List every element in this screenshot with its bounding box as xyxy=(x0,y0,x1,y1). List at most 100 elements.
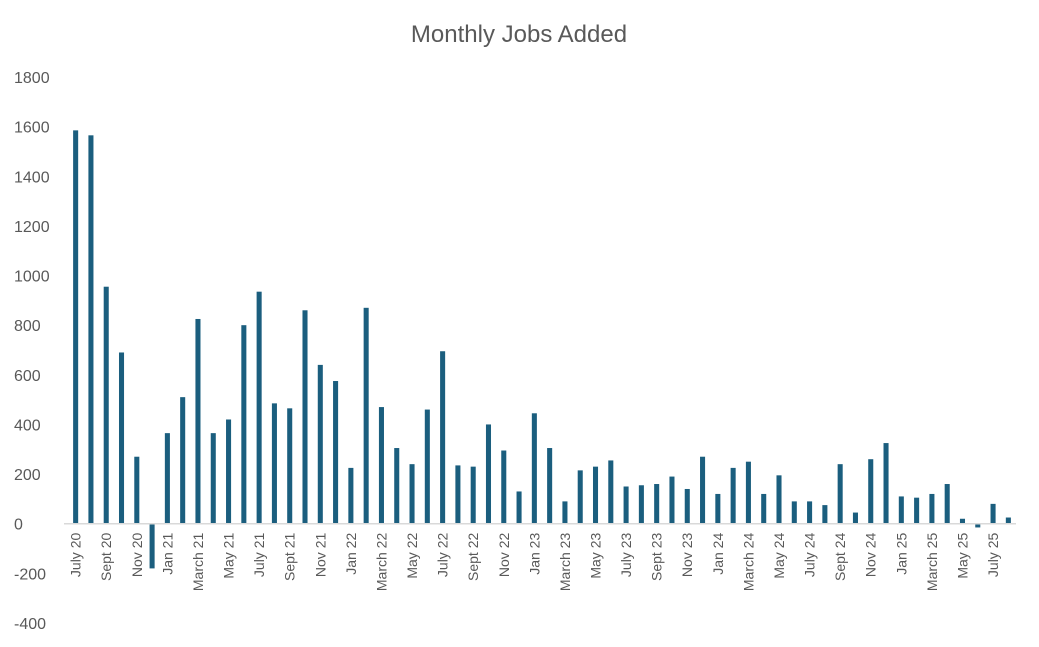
bars xyxy=(73,130,1011,569)
bar xyxy=(547,448,553,524)
bar xyxy=(485,424,492,524)
bar xyxy=(776,475,782,524)
bar xyxy=(73,130,79,524)
bar xyxy=(807,501,813,524)
x-tick-label: Nov 21 xyxy=(312,533,328,578)
x-axis-tick-labels: July 20 Sept 20 Nov 20 Jan 21 March 21 May 21… xyxy=(68,533,1001,592)
bar xyxy=(654,484,660,524)
bar xyxy=(577,470,583,524)
x-tick-label: March 23 xyxy=(557,533,573,592)
bar xyxy=(180,397,186,524)
y-tick-label: 800 xyxy=(14,318,41,335)
x-tick-label: May 23 xyxy=(588,533,604,579)
bar xyxy=(256,291,262,524)
bar xyxy=(837,464,843,524)
bar xyxy=(241,325,247,524)
bar xyxy=(363,307,369,524)
bar xyxy=(501,450,507,524)
y-tick-label: 600 xyxy=(14,368,41,385)
bar xyxy=(440,351,446,524)
y-tick-label: 200 xyxy=(14,467,41,484)
bar xyxy=(715,493,721,524)
bar xyxy=(88,135,94,524)
x-tick-label: Nov 20 xyxy=(129,533,145,578)
bar xyxy=(302,310,308,524)
bar xyxy=(929,493,935,524)
x-tick-label: Sept 22 xyxy=(465,533,481,581)
y-axis-tick-labels: -400 -200 0 200 400 600 800 1000 1200 1400 1600 180… xyxy=(14,70,50,633)
bar xyxy=(271,403,277,524)
bar xyxy=(700,456,706,524)
x-tick-label: March 22 xyxy=(373,533,389,592)
x-tick-label: May 25 xyxy=(954,533,970,579)
x-tick-label: May 24 xyxy=(771,533,787,579)
bar xyxy=(424,409,430,524)
x-tick-label: March 24 xyxy=(740,533,756,592)
bar xyxy=(852,512,858,524)
bar xyxy=(1005,517,1011,524)
bar xyxy=(608,460,614,524)
bar xyxy=(531,413,537,524)
bar xyxy=(592,466,599,524)
x-tick-label: March 21 xyxy=(190,533,206,592)
x-tick-label: Jan 22 xyxy=(343,533,359,575)
y-tick-label: 1200 xyxy=(14,219,50,236)
bar xyxy=(745,461,751,524)
x-tick-label: Sept 24 xyxy=(832,533,848,581)
bar xyxy=(944,484,950,524)
bar xyxy=(684,488,690,524)
bar xyxy=(914,497,920,524)
bar xyxy=(975,523,981,528)
bar xyxy=(118,352,125,524)
x-tick-label: July 22 xyxy=(435,533,451,578)
x-tick-label: Sept 20 xyxy=(98,533,114,581)
bar xyxy=(990,503,996,524)
y-tick-label: -200 xyxy=(14,566,46,583)
bar xyxy=(287,408,293,524)
x-tick-label: July 20 xyxy=(68,533,84,578)
bar xyxy=(210,433,216,524)
x-tick-label: July 25 xyxy=(985,533,1001,578)
x-tick-label: Jan 25 xyxy=(893,533,909,575)
bar xyxy=(134,456,140,524)
bar xyxy=(516,491,522,524)
bar xyxy=(348,467,354,524)
bar xyxy=(623,486,629,524)
x-tick-label: Sept 23 xyxy=(649,533,665,581)
y-tick-label: 1400 xyxy=(14,169,50,186)
bar xyxy=(394,448,400,524)
bar xyxy=(822,505,828,524)
x-tick-label: July 21 xyxy=(251,533,267,578)
bar xyxy=(195,318,201,524)
x-tick-label: Nov 22 xyxy=(496,533,512,578)
bar xyxy=(761,493,767,524)
y-tick-label: 1000 xyxy=(14,269,50,286)
bar xyxy=(898,496,904,524)
x-tick-label: May 22 xyxy=(404,533,420,579)
bar xyxy=(730,467,736,524)
y-tick-label: 1800 xyxy=(14,70,50,87)
y-tick-label: 400 xyxy=(14,417,41,434)
x-tick-label: Sept 21 xyxy=(282,533,298,581)
bar xyxy=(317,364,323,524)
bar xyxy=(791,501,797,524)
bar xyxy=(409,464,415,524)
x-tick-label: Jan 24 xyxy=(710,533,726,575)
x-tick-label: Nov 23 xyxy=(679,533,695,578)
y-tick-label: 1600 xyxy=(14,120,50,137)
x-tick-label: Jan 23 xyxy=(526,533,542,575)
bar xyxy=(164,433,170,524)
bar xyxy=(883,443,889,524)
x-tick-label: Jan 21 xyxy=(159,533,175,575)
y-tick-label: -400 xyxy=(14,616,46,633)
bar xyxy=(470,466,476,524)
x-tick-label: July 24 xyxy=(802,533,818,578)
x-tick-label: Nov 24 xyxy=(863,533,879,578)
bar xyxy=(868,459,874,524)
y-tick-label: 0 xyxy=(14,517,23,534)
x-tick-label: July 23 xyxy=(618,533,634,578)
x-tick-label: May 21 xyxy=(221,533,237,579)
bar xyxy=(149,523,155,569)
bar xyxy=(959,518,966,524)
bar xyxy=(226,419,232,524)
